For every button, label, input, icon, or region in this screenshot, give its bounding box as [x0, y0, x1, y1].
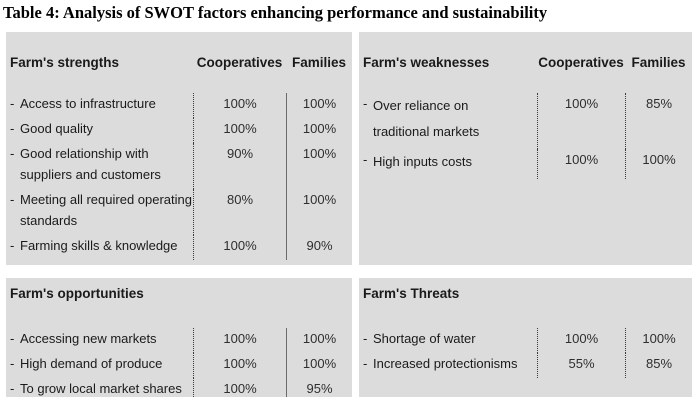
row-label: - Farming skills & knowledge	[6, 235, 193, 260]
cooperatives-value: 100%	[193, 353, 286, 378]
families-value: 100%	[286, 93, 352, 118]
panel-strengths-rows: - Access to infrastructure 100% 100% - Goo…	[6, 93, 352, 260]
panel-weaknesses: Farm's weaknesses Cooperatives Families …	[359, 32, 692, 265]
dash-bullet: -	[10, 356, 15, 371]
table-row: - Farming skills & knowledge 100% 90%	[6, 235, 352, 260]
table-row: - Good quality 100% 100%	[6, 118, 352, 143]
panel-strengths: Farm's strengths Cooperatives Families -…	[6, 32, 352, 265]
panel-opportunities-rows: - Accessing new markets 100% 100% - High d…	[6, 328, 352, 397]
dash-bullet: -	[10, 121, 15, 136]
panel-opportunities: Farm's opportunities - Accessing new mark…	[6, 278, 352, 397]
panel-title: Farm's opportunities	[10, 286, 144, 301]
row-label: - High demand of produce	[6, 353, 193, 378]
table-row: - Over reliance on traditional markets 10…	[359, 93, 692, 149]
dash-bullet: -	[363, 152, 368, 167]
table-row: - To grow local market shares 100% 95%	[6, 378, 352, 397]
table-row: - Accessing new markets 100% 100%	[6, 328, 352, 353]
cooperatives-value: 80%	[193, 189, 286, 235]
panel-title: Farm's strengths	[10, 55, 119, 70]
cooperatives-value: 100%	[193, 93, 286, 118]
families-value: 100%	[286, 118, 352, 143]
cooperatives-value: 100%	[537, 328, 625, 353]
families-value: 100%	[286, 353, 352, 378]
families-value: 95%	[286, 378, 352, 397]
panel-weaknesses-header: Farm's weaknesses Cooperatives Families	[359, 32, 692, 71]
row-label: - Good relationship with suppliers and cu…	[6, 143, 193, 189]
families-value: 85%	[625, 353, 692, 378]
cooperatives-value: 100%	[193, 328, 286, 353]
dash-bullet: -	[10, 192, 15, 207]
panel-opportunities-header: Farm's opportunities	[6, 278, 352, 302]
families-value: 100%	[625, 149, 692, 179]
families-value: 100%	[286, 189, 352, 235]
row-label: - To grow local market shares	[6, 378, 193, 397]
dash-bullet: -	[10, 331, 15, 346]
column-header-families: Families	[291, 55, 347, 70]
panel-threats-header: Farm's Threats	[359, 278, 692, 302]
row-label: - Shortage of water	[359, 328, 537, 353]
dash-bullet: -	[363, 96, 368, 111]
table-row: - High inputs costs 100% 100%	[359, 149, 692, 179]
table-row: - Access to infrastructure 100% 100%	[6, 93, 352, 118]
panel-threats: Farm's Threats - Shortage of water 100% 1…	[359, 278, 692, 397]
column-header-cooperatives: Cooperatives	[196, 55, 283, 70]
row-label: - Accessing new markets	[6, 328, 193, 353]
row-label: - Access to infrastructure	[6, 93, 193, 118]
cooperatives-value: 100%	[193, 235, 286, 260]
table-row: - Good relationship with suppliers and cu…	[6, 143, 352, 189]
table-row: - Meeting all required operating standard…	[6, 189, 352, 235]
families-value: 100%	[286, 328, 352, 353]
dash-bullet: -	[10, 238, 15, 253]
panel-title: Farm's Threats	[363, 286, 460, 301]
table-caption: Table 4: Analysis of SWOT factors enhanc…	[3, 3, 548, 22]
table-row: - Increased protectionisms 55% 85%	[359, 353, 692, 378]
dash-bullet: -	[363, 331, 368, 346]
row-label: - Over reliance on traditional markets	[359, 93, 537, 149]
families-value: 90%	[286, 235, 352, 260]
row-label: - Increased protectionisms	[359, 353, 537, 378]
cooperatives-value: 100%	[537, 93, 625, 149]
panel-threats-rows: - Shortage of water 100% 100% - Increased …	[359, 328, 692, 378]
column-header-families: Families	[631, 55, 686, 70]
families-value: 100%	[625, 328, 692, 353]
families-value: 85%	[625, 93, 692, 149]
families-value: 100%	[286, 143, 352, 189]
table-row: - High demand of produce 100% 100%	[6, 353, 352, 378]
column-header-cooperatives: Cooperatives	[538, 55, 624, 70]
cooperatives-value: 55%	[537, 353, 625, 378]
panel-weaknesses-rows: - Over reliance on traditional markets 10…	[359, 93, 692, 179]
dash-bullet: -	[10, 96, 15, 111]
row-label: - High inputs costs	[359, 149, 537, 179]
panel-title: Farm's weaknesses	[363, 55, 490, 70]
cooperatives-value: 100%	[193, 378, 286, 397]
panel-strengths-header: Farm's strengths Cooperatives Families	[6, 32, 352, 71]
cooperatives-value: 100%	[537, 149, 625, 179]
dash-bullet: -	[10, 381, 15, 396]
row-label: - Good quality	[6, 118, 193, 143]
row-label: - Meeting all required operating standard…	[6, 189, 193, 235]
cooperatives-value: 100%	[193, 118, 286, 143]
cooperatives-value: 90%	[193, 143, 286, 189]
table-row: - Shortage of water 100% 100%	[359, 328, 692, 353]
dash-bullet: -	[363, 356, 368, 371]
dash-bullet: -	[10, 146, 15, 161]
